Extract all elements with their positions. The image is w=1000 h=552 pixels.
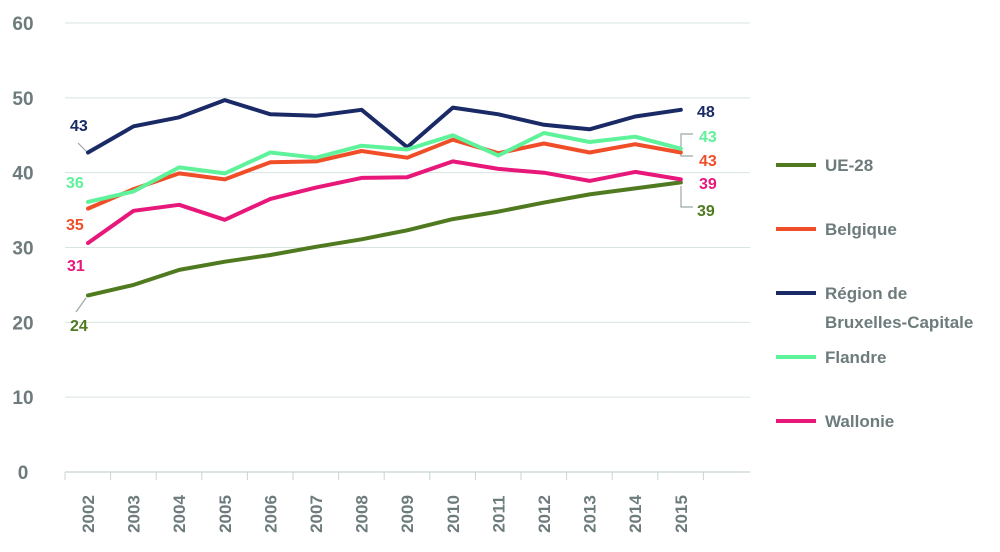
- series-line-flandre: [86, 131, 683, 204]
- x-tick-label: 2002: [79, 495, 98, 533]
- x-tick-label: 2003: [125, 495, 144, 533]
- x-tick-label: 2015: [672, 495, 691, 533]
- gridlines: [65, 22, 750, 398]
- x-tick-label: 2006: [261, 495, 280, 533]
- y-tick-label: 50: [12, 89, 33, 110]
- x-tick-label: 2009: [398, 495, 417, 533]
- end-data-label: 48: [697, 104, 715, 121]
- series-line-belgique: [86, 137, 683, 211]
- x-tick-label: 2014: [626, 495, 645, 533]
- x-tick-label: 2013: [581, 495, 600, 533]
- x-tick-label: 2011: [489, 496, 508, 533]
- x-axis: 2002 2003 2004 2005 2006 2007 2008 2009 2010 2011…: [64, 471, 750, 533]
- start-data-label: 43: [70, 118, 88, 135]
- end-label-leader: [680, 186, 693, 208]
- legend-label: UE-28: [825, 156, 873, 175]
- y-tick-label: 0: [18, 463, 29, 484]
- legend: UE-28 Belgique Région de Bruxelles-Capitale…: [776, 156, 973, 431]
- legend-label: Bruxelles-Capitale: [825, 313, 973, 332]
- y-tick-label: 10: [12, 388, 33, 409]
- x-tick-label: 2008: [353, 495, 372, 533]
- x-tick-label: 2004: [170, 495, 189, 533]
- y-tick-label: 30: [12, 239, 33, 260]
- series-line-r-gion-de-bruxelles-capitale: [86, 98, 683, 155]
- data-labels: 24 39 35 43 43 48 36 43 31 39: [66, 104, 717, 335]
- x-tick-label: 2010: [444, 495, 463, 533]
- end-data-label: 43: [699, 129, 717, 146]
- end-label-leader: [680, 133, 693, 148]
- y-tick-label: 60: [12, 14, 33, 35]
- end-data-label: 39: [697, 203, 715, 220]
- x-tick-label: 2007: [307, 495, 326, 533]
- x-tick-label: 2005: [216, 495, 235, 533]
- end-data-label: 39: [699, 176, 717, 193]
- start-data-label: 24: [70, 318, 88, 335]
- y-tick-label: 40: [12, 164, 33, 185]
- legend-label: Région de: [825, 284, 907, 303]
- x-tick-label: 2012: [535, 495, 554, 533]
- series-line-ue-28: [86, 180, 683, 298]
- start-label-leader: [75, 297, 87, 313]
- legend-label: Wallonie: [825, 412, 894, 431]
- legend-label: Flandre: [825, 348, 886, 367]
- y-tick-label: 20: [12, 313, 33, 334]
- series-line-wallonie: [86, 159, 683, 245]
- start-data-label: 31: [67, 258, 85, 275]
- legend-label: Belgique: [825, 220, 897, 239]
- end-data-label: 43: [699, 153, 717, 170]
- start-data-label: 36: [66, 175, 84, 192]
- y-axis: 0 10 20 30 40 50 60: [12, 14, 33, 484]
- end-label-leader: [680, 150, 693, 157]
- label-leader-lines: [75, 133, 693, 313]
- start-label-leader: [77, 142, 88, 153]
- series-lines: [86, 98, 683, 298]
- start-data-label: 35: [66, 217, 84, 234]
